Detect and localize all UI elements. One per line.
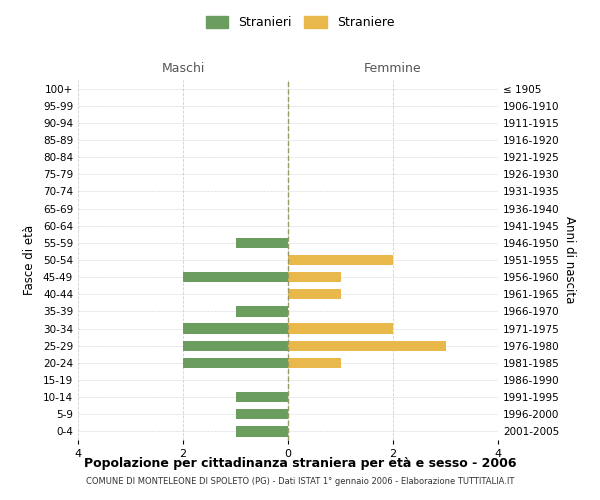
Text: COMUNE DI MONTELEONE DI SPOLETO (PG) - Dati ISTAT 1° gennaio 2006 - Elaborazione: COMUNE DI MONTELEONE DI SPOLETO (PG) - D… [86,478,514,486]
Y-axis label: Anni di nascita: Anni di nascita [563,216,576,304]
Bar [288,358,341,368]
Text: Popolazione per cittadinanza straniera per età e sesso - 2006: Popolazione per cittadinanza straniera p… [84,458,516,470]
Bar [288,272,341,282]
Bar [288,324,393,334]
Bar [235,426,288,436]
Bar [288,289,341,300]
Y-axis label: Fasce di età: Fasce di età [23,225,36,295]
Bar [288,255,393,265]
Bar [235,306,288,316]
Bar [183,358,288,368]
Legend: Stranieri, Straniere: Stranieri, Straniere [201,11,399,34]
Bar [183,324,288,334]
Bar [183,272,288,282]
Bar [183,340,288,351]
Bar [235,238,288,248]
Text: Femmine: Femmine [364,62,422,75]
Text: Maschi: Maschi [161,62,205,75]
Bar [288,340,445,351]
Bar [235,392,288,402]
Bar [235,409,288,420]
